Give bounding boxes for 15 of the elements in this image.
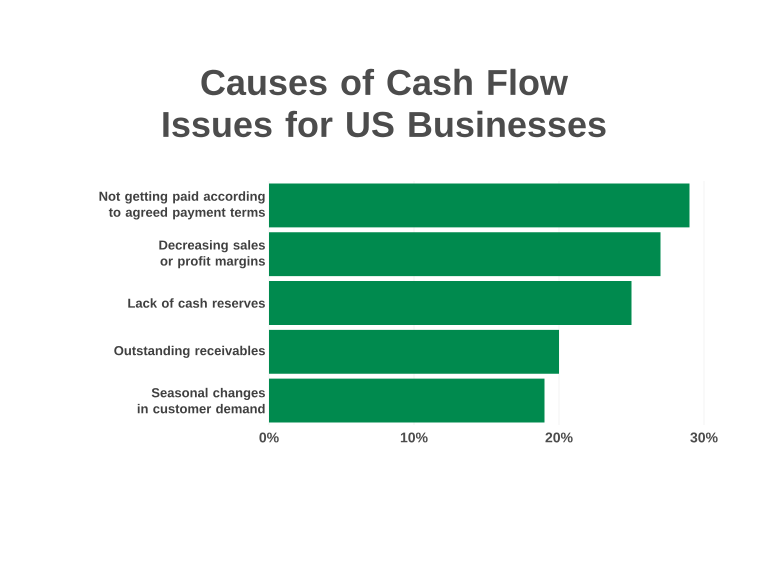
x-tick-label: 30% — [690, 432, 718, 442]
bar — [269, 183, 690, 228]
y-tick-label: Decreasing sales or profit margins — [159, 240, 265, 268]
y-tick-label: Seasonal changes in customer demand — [138, 388, 265, 414]
x-tick-label: 20% — [545, 432, 573, 442]
bar — [269, 378, 545, 423]
y-tick-label: Lack of cash reserves — [128, 298, 265, 308]
bar — [269, 330, 559, 374]
chart-title: Causes of Cash Flow Issues for US Businesses — [163, 68, 606, 138]
y-tick-label: Outstanding receivables — [114, 346, 265, 358]
y-tick-label: Not getting paid according to agreed payment terms — [100, 191, 265, 220]
x-tick-label: 10% — [400, 432, 428, 442]
x-tick-label: 0% — [259, 432, 279, 442]
bar — [269, 232, 661, 276]
bar — [269, 281, 632, 325]
